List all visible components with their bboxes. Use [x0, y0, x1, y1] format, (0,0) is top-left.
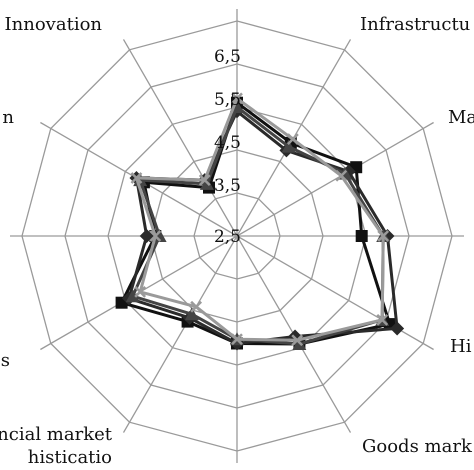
data-point: [376, 313, 389, 326]
series-line: [135, 96, 385, 342]
tick-label: 4,5: [214, 133, 241, 153]
axis-label: ncial market: [0, 424, 113, 445]
tick-label: 3,5: [214, 176, 241, 196]
spoke-line: [122, 235, 238, 433]
axis-label: histicatio: [28, 447, 112, 468]
radar-series: [115, 92, 405, 351]
data-point: [281, 139, 296, 153]
axis-label: Innovation: [5, 14, 103, 35]
axis-label: n: [2, 107, 14, 128]
data-point: [231, 333, 243, 346]
data-point: [184, 307, 199, 321]
data-point: [287, 133, 299, 146]
axis-label: Ma: [448, 107, 474, 128]
data-point: [190, 300, 203, 313]
data-point: [377, 230, 390, 242]
axis-label: s: [1, 350, 10, 371]
axis-label: Hi: [450, 336, 472, 357]
radar-axis-labels: Innovation Infrastructu Ma Hi Goods mark ncia…: [0, 14, 474, 468]
tick-label: 6,5: [214, 47, 241, 67]
data-point: [355, 230, 368, 242]
data-point: [291, 334, 304, 347]
spoke-line: [122, 39, 238, 237]
data-point: [335, 169, 348, 182]
tick-label: 5,5: [214, 90, 241, 110]
spoke-line: [236, 121, 434, 237]
data-point: [390, 321, 405, 336]
axis-label: Infrastructu: [360, 14, 470, 35]
radar-tick-labels: 2,5 3,5 4,5 5,5 6,5: [214, 47, 241, 247]
data-point: [125, 289, 140, 303]
data-point: [130, 172, 143, 184]
data-point: [134, 286, 147, 298]
data-point: [231, 92, 243, 105]
series-line: [131, 105, 385, 346]
axis-label: Goods mark: [362, 436, 473, 457]
tick-label: 2,5: [214, 227, 241, 247]
data-point: [198, 174, 211, 187]
data-point: [149, 230, 162, 242]
